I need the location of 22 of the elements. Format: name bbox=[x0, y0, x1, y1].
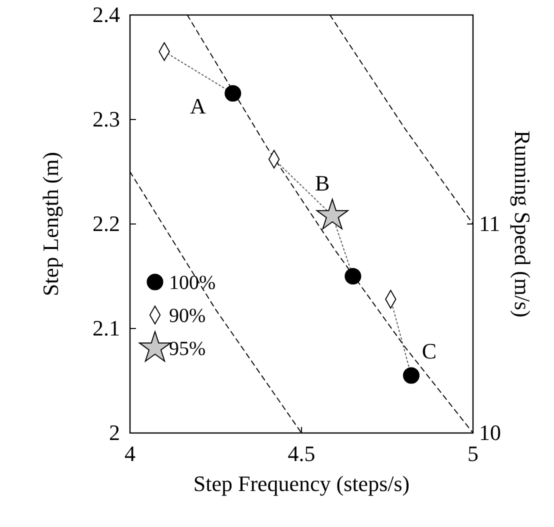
annotation: A bbox=[190, 93, 206, 118]
y-tick-label: 2.1 bbox=[92, 316, 120, 340]
y-tick-label: 2.4 bbox=[92, 2, 120, 27]
y-tick-label: 2.2 bbox=[92, 211, 120, 236]
y2-tick-label: 11 bbox=[479, 211, 500, 236]
y2-tick-label: 10 bbox=[479, 420, 501, 445]
legend-label: 100% bbox=[169, 272, 216, 294]
y-tick-label: 2.3 bbox=[92, 106, 120, 132]
x-tick-label: 5 bbox=[468, 441, 478, 466]
legend-label: 95% bbox=[169, 338, 206, 360]
point bbox=[402, 367, 420, 384]
annotation: C bbox=[422, 338, 437, 364]
legend-label: 90% bbox=[169, 305, 206, 327]
y-axis-title: Step Length (m) bbox=[38, 152, 63, 296]
annotation: B bbox=[315, 170, 330, 196]
y-tick-label: 2 bbox=[109, 420, 120, 445]
x-tick-label: 4.5 bbox=[288, 441, 316, 466]
point bbox=[224, 85, 242, 102]
y2-axis-title: Running Speed (m/s) bbox=[510, 130, 535, 318]
x-tick-label: 4 bbox=[124, 441, 136, 466]
x-axis-title: Step Frequency (steps/s) bbox=[193, 471, 410, 496]
point bbox=[344, 268, 362, 285]
